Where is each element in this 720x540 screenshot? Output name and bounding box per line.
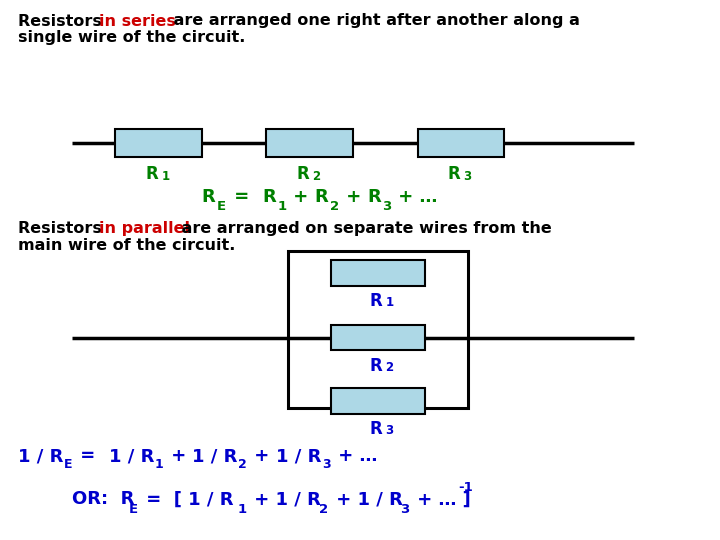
Text: 1 / R: 1 / R: [109, 447, 154, 465]
Text: 2: 2: [330, 200, 339, 213]
Text: in parallel: in parallel: [99, 221, 189, 237]
Text: R: R: [262, 188, 276, 206]
Text: Resistors: Resistors: [18, 221, 107, 237]
Text: 1 / R: 1 / R: [18, 447, 63, 465]
Text: 1: 1: [161, 170, 169, 183]
Text: in series: in series: [99, 14, 176, 29]
Text: 1 / R: 1 / R: [192, 447, 238, 465]
Text: E: E: [64, 458, 73, 471]
FancyBboxPatch shape: [331, 388, 425, 414]
Text: =: =: [228, 188, 261, 206]
FancyBboxPatch shape: [331, 260, 425, 286]
Text: + 1 / R: + 1 / R: [248, 490, 321, 509]
Text: Resistors: Resistors: [18, 14, 107, 29]
Text: R: R: [369, 292, 382, 310]
Text: 3: 3: [382, 200, 392, 213]
Text: + …: + …: [332, 447, 377, 465]
FancyBboxPatch shape: [266, 129, 353, 157]
Bar: [288, 251, 468, 408]
Text: R: R: [367, 188, 381, 206]
Text: are arranged on separate wires from the: are arranged on separate wires from the: [176, 221, 552, 237]
Text: 2: 2: [319, 503, 328, 516]
Text: 3: 3: [385, 424, 393, 437]
Text: are arranged one right after another along a: are arranged one right after another alo…: [168, 14, 580, 29]
Text: + 1 / R: + 1 / R: [330, 490, 402, 509]
Text: 1: 1: [277, 200, 287, 213]
FancyBboxPatch shape: [418, 129, 504, 157]
Text: =  [ 1 / R: = [ 1 / R: [140, 490, 234, 509]
Text: + … ]: + … ]: [411, 490, 471, 509]
Text: +: +: [248, 447, 276, 465]
Text: 1: 1: [155, 458, 163, 471]
Text: R: R: [297, 165, 310, 183]
Text: R: R: [145, 165, 158, 183]
Text: 2: 2: [238, 458, 247, 471]
Text: main wire of the circuit.: main wire of the circuit.: [18, 238, 235, 253]
Text: R: R: [369, 357, 382, 375]
Text: + …: + …: [392, 188, 438, 206]
Text: +: +: [340, 188, 367, 206]
Text: 1 / R: 1 / R: [276, 447, 321, 465]
Text: +: +: [287, 188, 315, 206]
Text: R: R: [448, 165, 461, 183]
Text: -1: -1: [458, 481, 472, 494]
Text: 1: 1: [238, 503, 247, 516]
Text: 2: 2: [312, 170, 320, 183]
Text: 3: 3: [464, 170, 472, 183]
Text: +: +: [165, 447, 192, 465]
Text: 1: 1: [385, 296, 393, 309]
Text: E: E: [129, 503, 138, 516]
Text: 3: 3: [322, 458, 330, 471]
Text: E: E: [217, 200, 226, 213]
Text: 3: 3: [400, 503, 410, 516]
FancyBboxPatch shape: [331, 325, 425, 350]
Text: single wire of the circuit.: single wire of the circuit.: [18, 30, 246, 45]
Text: 2: 2: [385, 361, 393, 374]
Text: R: R: [202, 188, 215, 206]
Text: OR:  R: OR: R: [72, 490, 135, 509]
Text: =: =: [74, 447, 108, 465]
FancyBboxPatch shape: [115, 129, 202, 157]
Text: R: R: [315, 188, 328, 206]
Text: R: R: [369, 420, 382, 438]
